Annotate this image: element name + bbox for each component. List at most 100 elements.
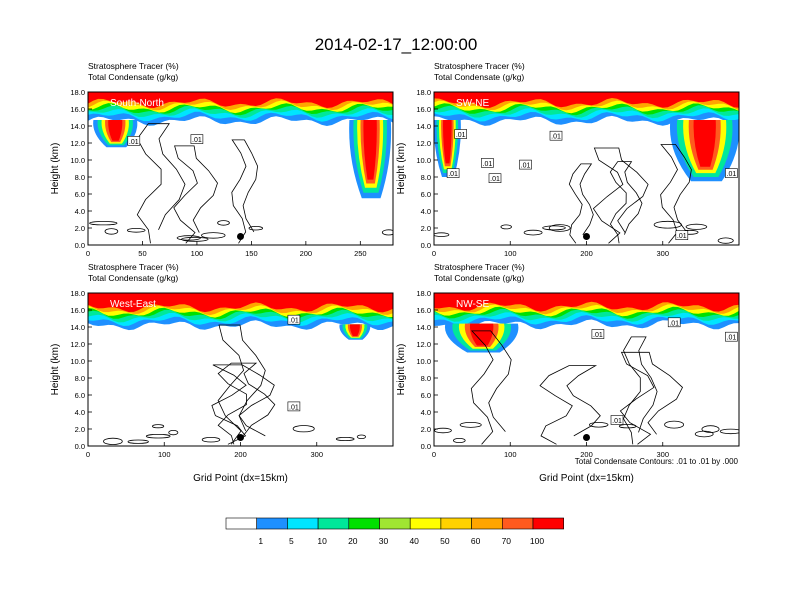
y-tick-label: 10.0 — [70, 156, 85, 165]
contour-label: .01 — [593, 332, 603, 339]
panel-title-line2: Total Condensate (g/kg) — [434, 273, 524, 283]
colorbar-swatch — [317, 517, 350, 530]
colorbar-swatch — [532, 517, 565, 530]
panel-label: SW-NE — [456, 98, 489, 109]
low-cloud-contour — [653, 220, 682, 229]
contour-label-box — [454, 129, 468, 139]
y-tick-label: 6.0 — [75, 391, 85, 400]
panel-top-left: .01 .01 South-North Stratosphere Tracer (%)… — [50, 61, 394, 258]
contour-label-box — [481, 158, 494, 168]
panel-label: South-North — [110, 98, 164, 109]
condensate-contours — [103, 324, 366, 445]
x-tick-label: 0 — [432, 249, 436, 258]
x-tick-label: 300 — [656, 249, 669, 258]
contour-label: .01 — [727, 171, 737, 178]
x-tick-label: 300 — [656, 450, 669, 459]
contour-label: .01 — [483, 161, 493, 168]
y-tick-label: 2.0 — [421, 425, 431, 434]
y-tick-label: 4.0 — [421, 408, 431, 417]
y-tick-label: 16.0 — [70, 105, 85, 114]
low-cloud-contour — [201, 232, 226, 239]
low-cloud-contour — [500, 224, 512, 230]
low-cloud-contour — [217, 220, 230, 226]
y-tick-label: 16.0 — [416, 105, 431, 114]
panel-title-line2: Total Condensate (g/kg) — [88, 72, 178, 82]
tracer-band — [88, 92, 393, 108]
y-tick-label: 12.0 — [70, 340, 85, 349]
x-tick-label: 100 — [504, 249, 517, 258]
low-cloud-contour — [292, 425, 315, 433]
contour-label: .01 — [551, 134, 561, 141]
condensate-contours — [89, 123, 393, 244]
y-tick-label: 16.0 — [416, 306, 431, 315]
panel-title-line1: Stratosphere Tracer (%) — [434, 262, 525, 272]
convective-contour — [568, 163, 594, 244]
tracer-intrusion — [469, 323, 494, 346]
low-cloud-contour — [701, 425, 720, 433]
x-tick-label: 100 — [158, 450, 171, 459]
low-cloud-contour — [168, 429, 179, 436]
y-tick-label: 18.0 — [416, 289, 431, 298]
x-tick-label: 200 — [300, 249, 313, 258]
colorbar-swatch — [287, 517, 319, 530]
y-tick-label: 14.0 — [70, 323, 85, 332]
convective-contour — [136, 123, 186, 244]
contour-label: .01 — [289, 404, 299, 411]
panel-title-line2: Total Condensate (g/kg) — [88, 273, 178, 283]
contour-label-box — [675, 230, 689, 240]
tracer-intrusion — [693, 120, 716, 167]
location-marker — [237, 233, 244, 240]
panel-label: NW-SE — [456, 299, 489, 310]
low-cloud-contour — [434, 427, 452, 434]
y-tick-label: 10.0 — [416, 357, 431, 366]
x-tick-label: 200 — [580, 450, 593, 459]
low-cloud-contour — [201, 437, 221, 443]
contour-label-box — [446, 168, 460, 178]
convective-contour — [539, 365, 601, 445]
colorbar-label: 5 — [289, 536, 294, 546]
low-cloud-contour — [89, 221, 118, 226]
contour-label-box — [549, 130, 563, 141]
y-tick-label: 18.0 — [70, 289, 85, 298]
x-tick-label: 100 — [504, 450, 517, 459]
colorbar-label: 20 — [348, 536, 358, 546]
panel-title-line1: Stratosphere Tracer (%) — [434, 61, 525, 71]
plot-area: .01 .01 .01 .01 .01 .01 .01 .01 — [434, 92, 739, 245]
convective-contour — [470, 330, 512, 445]
location-marker — [583, 233, 590, 240]
x-axis-label: Grid Point (dx=15km) — [193, 473, 288, 484]
low-cloud-contour — [719, 428, 739, 435]
panel-title-line1: Stratosphere Tracer (%) — [88, 262, 179, 272]
condensate-contours — [434, 144, 734, 244]
tracer-intrusion — [363, 120, 377, 180]
colorbar-label: 40 — [409, 536, 419, 546]
convective-contour — [217, 324, 266, 445]
y-axis-label: Height (km) — [396, 143, 407, 195]
y-tick-label: 8.0 — [75, 374, 85, 383]
colorbar-swatch — [471, 517, 503, 530]
convective-contour — [231, 139, 259, 244]
contour-label-box — [127, 136, 141, 146]
low-cloud-contour — [694, 430, 714, 438]
y-tick-label: 6.0 — [421, 391, 431, 400]
y-tick-label: 14.0 — [70, 122, 85, 131]
x-tick-label: 100 — [191, 249, 204, 258]
x-tick-label: 250 — [354, 249, 367, 258]
low-cloud-contour — [664, 420, 684, 429]
x-tick-label: 150 — [245, 249, 258, 258]
colorbar-label: 100 — [530, 536, 544, 546]
y-tick-label: 8.0 — [421, 374, 431, 383]
y-tick-label: 8.0 — [421, 173, 431, 182]
plot-area: .01 .01 — [88, 92, 393, 245]
low-cloud-contour — [248, 225, 264, 231]
location-marker — [583, 434, 590, 441]
colorbar-swatch — [256, 517, 288, 530]
low-cloud-contour — [335, 436, 355, 441]
low-cloud-contour — [434, 232, 450, 237]
y-tick-label: 14.0 — [416, 122, 431, 131]
y-axis-label: Height (km) — [50, 344, 61, 396]
x-tick-label: 0 — [432, 450, 436, 459]
contour-label-box — [488, 173, 502, 183]
colorbar-label: 60 — [471, 536, 481, 546]
y-tick-label: 4.0 — [421, 207, 431, 216]
